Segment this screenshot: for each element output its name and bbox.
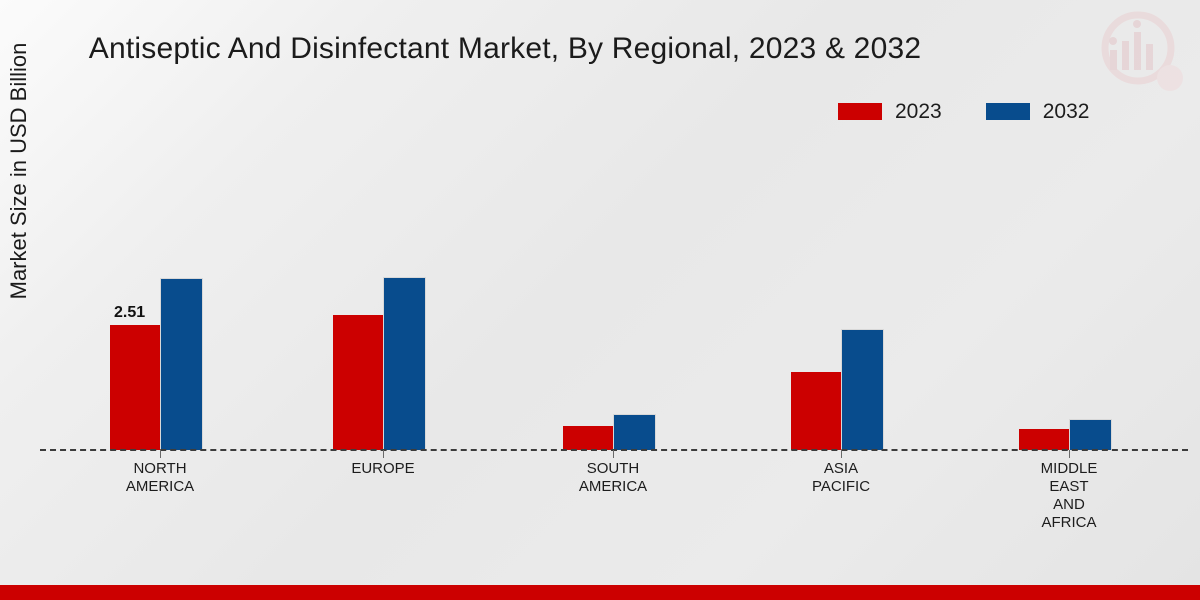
x-axis-label-line: PACIFIC bbox=[811, 478, 871, 495]
x-axis-label-north-america: NORTH AMERICA bbox=[85, 460, 235, 496]
bar-2023-europe[interactable] bbox=[333, 315, 383, 450]
bar-2032-europe[interactable] bbox=[383, 277, 426, 450]
x-axis-tick bbox=[613, 450, 614, 458]
x-axis-label-line: NORTH bbox=[133, 460, 187, 477]
legend-swatch-2023 bbox=[838, 103, 882, 120]
x-axis-label-line: AFRICA bbox=[1041, 514, 1097, 531]
x-axis-label-asia-pacific: ASIA PACIFIC bbox=[766, 460, 916, 496]
x-axis-label-line: ASIA bbox=[823, 460, 859, 477]
x-axis-label-line: MIDDLE bbox=[1040, 460, 1098, 477]
legend-swatch-2032 bbox=[985, 103, 1030, 120]
bar-2032-north-america[interactable] bbox=[160, 278, 203, 450]
x-axis-tick bbox=[383, 450, 384, 458]
x-axis-label-line: EAST bbox=[1049, 478, 1089, 495]
bar-2032-asia-pacific[interactable] bbox=[841, 329, 884, 450]
x-axis-label-line: AMERICA bbox=[578, 478, 648, 495]
footer-band bbox=[0, 585, 1200, 600]
bar-2032-middle-east-and-africa[interactable] bbox=[1069, 419, 1112, 450]
bar-value-label: 2.51 bbox=[114, 304, 146, 321]
x-axis-label-south-america: SOUTH AMERICA bbox=[538, 460, 688, 496]
x-axis-tick bbox=[1069, 450, 1070, 458]
x-axis-tick bbox=[160, 450, 161, 458]
bar-2023-asia-pacific[interactable] bbox=[791, 372, 841, 450]
chart-legend: 2023 2032 bbox=[838, 101, 1089, 122]
legend-item-2023[interactable]: 2023 bbox=[838, 101, 942, 122]
x-axis-tick bbox=[841, 450, 842, 458]
bar-2023-south-america[interactable] bbox=[563, 426, 613, 450]
bar-2023-middle-east-and-africa[interactable] bbox=[1019, 429, 1069, 450]
x-axis-baseline bbox=[40, 449, 1188, 451]
legend-label-2023: 2023 bbox=[895, 100, 942, 123]
bar-2023-north-america[interactable] bbox=[110, 325, 160, 450]
bar-2032-south-america[interactable] bbox=[613, 414, 656, 450]
x-axis-label-line: AMERICA bbox=[125, 478, 195, 495]
legend-label-2032: 2032 bbox=[1042, 100, 1090, 123]
x-axis-label-line: SOUTH bbox=[586, 460, 640, 477]
legend-item-2032[interactable]: 2032 bbox=[985, 100, 1090, 123]
x-axis-label-line: EUROPE bbox=[351, 460, 415, 477]
chart-title: Antiseptic And Disinfectant Market, By R… bbox=[88, 32, 922, 65]
x-axis-label-line: AND bbox=[1053, 496, 1085, 513]
x-axis-label-europe: EUROPE bbox=[308, 460, 458, 478]
x-axis-label-middle-east-and-africa: MIDDLE EAST AND AFRICA bbox=[994, 460, 1144, 532]
